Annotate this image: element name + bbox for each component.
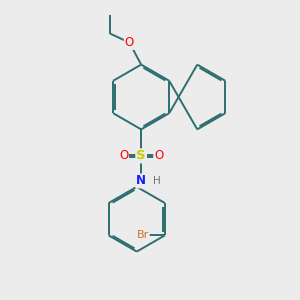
Text: H: H: [154, 176, 161, 186]
Text: O: O: [119, 149, 128, 162]
Text: Br: Br: [136, 230, 149, 240]
Text: N: N: [136, 174, 146, 188]
Text: O: O: [125, 36, 134, 49]
Text: S: S: [136, 149, 146, 162]
Text: O: O: [154, 149, 164, 162]
